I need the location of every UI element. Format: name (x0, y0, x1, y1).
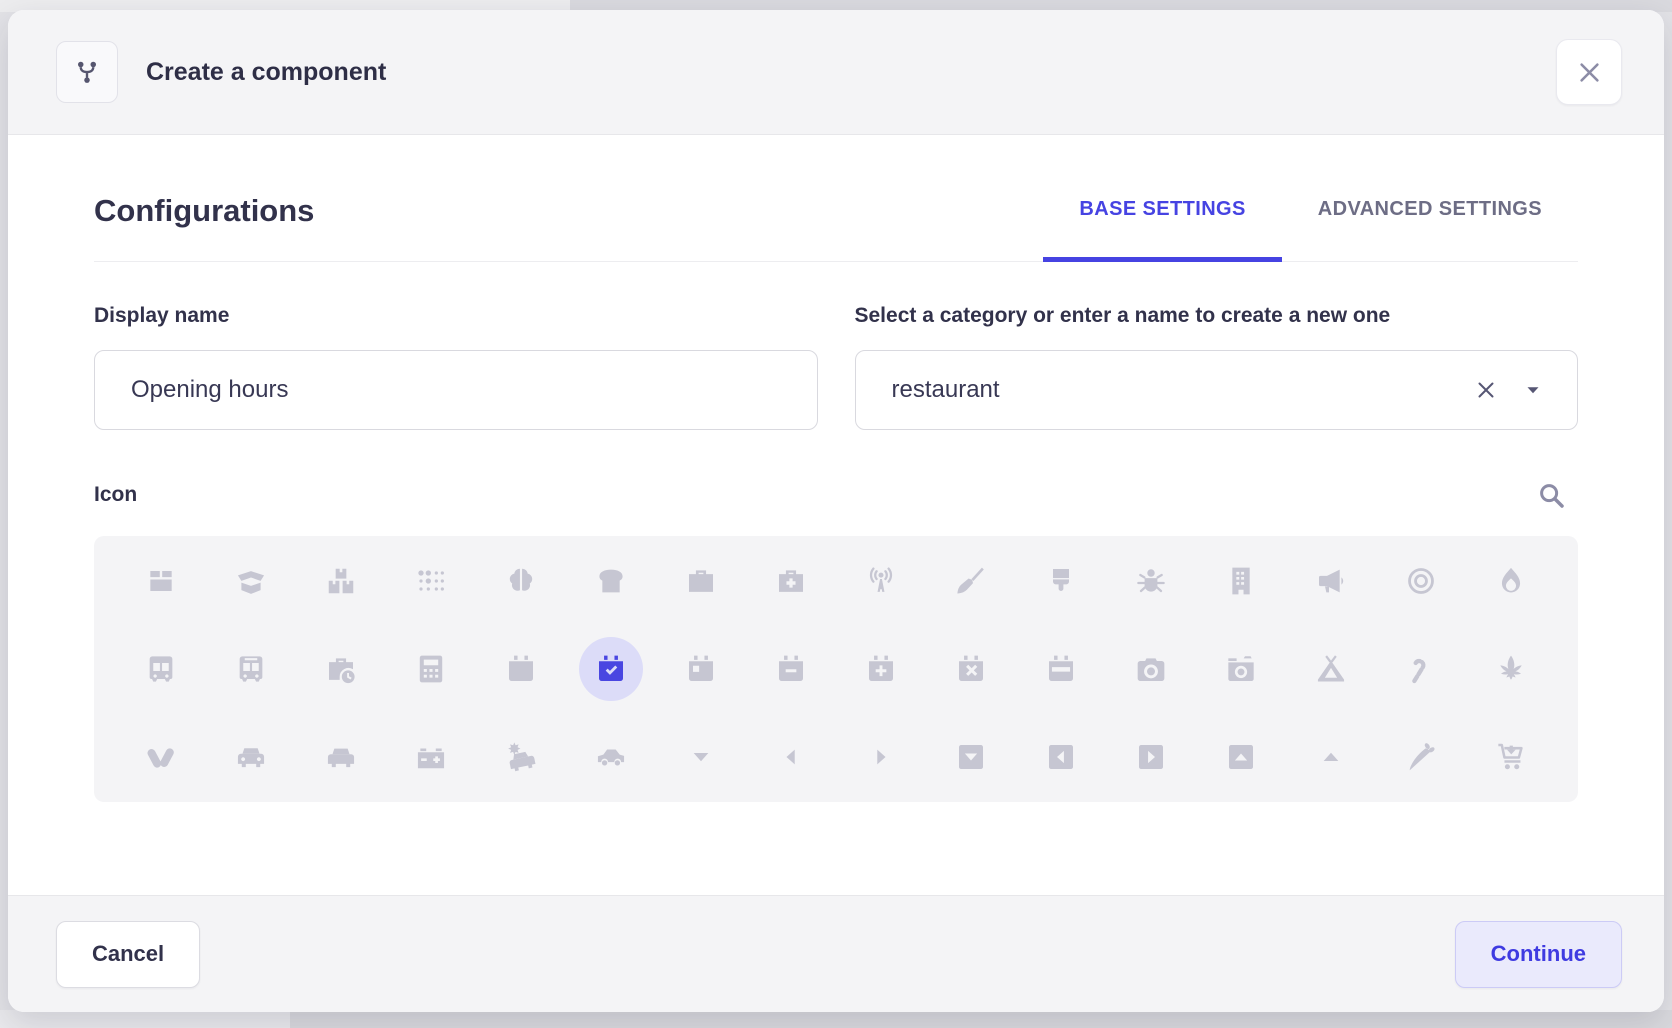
calendar-day-icon[interactable] (656, 625, 746, 713)
create-component-modal: Create a component Configurations BASE S… (8, 10, 1664, 1012)
caret-down-icon[interactable] (656, 713, 746, 801)
display-name-field: Display name (94, 304, 818, 430)
icon-grid-panel (94, 536, 1578, 802)
calendar-minus-icon[interactable] (746, 625, 836, 713)
caret-square-down-icon[interactable] (926, 713, 1016, 801)
search-icon (1536, 480, 1566, 510)
cart-arrow-down-icon[interactable] (1466, 713, 1556, 801)
close-icon (1576, 59, 1603, 86)
page-background (0, 0, 570, 12)
briefcase-icon[interactable] (656, 537, 746, 625)
category-field: Select a category or enter a name to cre… (854, 304, 1578, 430)
tab-base-settings[interactable]: BASE SETTINGS (1043, 198, 1283, 262)
briefcase-medical-icon[interactable] (746, 537, 836, 625)
clear-category-icon[interactable] (1474, 378, 1498, 402)
display-name-label: Display name (94, 304, 230, 327)
bus-icon[interactable] (116, 625, 206, 713)
modal-header: Create a component (8, 10, 1664, 135)
capsules-icon[interactable] (116, 713, 206, 801)
calendar-icon[interactable] (476, 625, 566, 713)
boxes-stacked-icon[interactable] (296, 537, 386, 625)
modal-title: Create a component (146, 57, 387, 86)
building-icon[interactable] (1196, 537, 1286, 625)
car-alt-icon[interactable] (296, 713, 386, 801)
configurations-header-row: Configurations BASE SETTINGS ADVANCED SE… (94, 193, 1578, 262)
modal-body: Configurations BASE SETTINGS ADVANCED SE… (8, 135, 1664, 895)
bug-icon[interactable] (1106, 537, 1196, 625)
camera-icon[interactable] (1106, 625, 1196, 713)
calculator-icon[interactable] (386, 625, 476, 713)
icon-picker-label: Icon (94, 483, 138, 506)
category-label: Select a category or enter a name to cre… (854, 304, 1391, 327)
business-time-icon[interactable] (296, 625, 386, 713)
icon-search-button[interactable] (1534, 478, 1568, 512)
camera-retro-icon[interactable] (1196, 625, 1286, 713)
cancel-button[interactable]: Cancel (56, 920, 201, 988)
icon-picker-header: Icon (94, 478, 1578, 512)
settings-tabs: BASE SETTINGS ADVANCED SETTINGS (1043, 198, 1578, 262)
box-icon[interactable] (116, 537, 206, 625)
cannabis-icon[interactable] (1466, 625, 1556, 713)
page-background (290, 1010, 1672, 1028)
caret-square-left-icon[interactable] (1016, 713, 1106, 801)
tab-advanced-settings[interactable]: ADVANCED SETTINGS (1317, 198, 1542, 220)
bus-alt-icon[interactable] (206, 625, 296, 713)
broadcast-tower-icon[interactable] (836, 537, 926, 625)
bullhorn-icon[interactable] (1286, 537, 1376, 625)
form-row: Display name Select a category or enter … (94, 304, 1578, 430)
car-side-icon[interactable] (566, 713, 656, 801)
calendar-times-icon[interactable] (926, 625, 1016, 713)
caret-right-icon[interactable] (836, 713, 926, 801)
continue-button[interactable]: Continue (1454, 920, 1622, 988)
component-fork-icon (56, 41, 118, 103)
carrot-icon[interactable] (1376, 713, 1466, 801)
bullseye-icon[interactable] (1376, 537, 1466, 625)
burn-icon[interactable] (1466, 537, 1556, 625)
page-background (0, 1010, 290, 1028)
fork-icon (72, 57, 102, 87)
car-battery-icon[interactable] (386, 713, 476, 801)
page-background (570, 0, 1672, 12)
brush-icon[interactable] (1016, 537, 1106, 625)
broom-icon[interactable] (926, 537, 1016, 625)
caret-square-right-icon[interactable] (1106, 713, 1196, 801)
brain-icon[interactable] (476, 537, 566, 625)
campground-icon[interactable] (1286, 625, 1376, 713)
caret-up-icon[interactable] (1286, 713, 1376, 801)
category-dropdown-caret-icon[interactable] (1522, 379, 1544, 401)
display-name-input[interactable] (94, 350, 818, 430)
category-input[interactable] (854, 350, 1578, 430)
caret-square-up-icon[interactable] (1196, 713, 1286, 801)
calendar-plus-icon[interactable] (836, 625, 926, 713)
candy-cane-icon[interactable] (1376, 625, 1466, 713)
caret-left-icon[interactable] (746, 713, 836, 801)
calendar-week-icon[interactable] (1016, 625, 1106, 713)
box-open-icon[interactable] (206, 537, 296, 625)
bread-slice-icon[interactable] (566, 537, 656, 625)
close-button[interactable] (1556, 39, 1622, 105)
car-crash-icon[interactable] (476, 713, 566, 801)
car-icon[interactable] (206, 713, 296, 801)
calendar-check-icon[interactable] (566, 625, 656, 713)
braille-icon[interactable] (386, 537, 476, 625)
section-title: Configurations (94, 193, 315, 228)
modal-footer: Cancel Continue (8, 895, 1664, 1012)
icon-grid (116, 537, 1556, 801)
